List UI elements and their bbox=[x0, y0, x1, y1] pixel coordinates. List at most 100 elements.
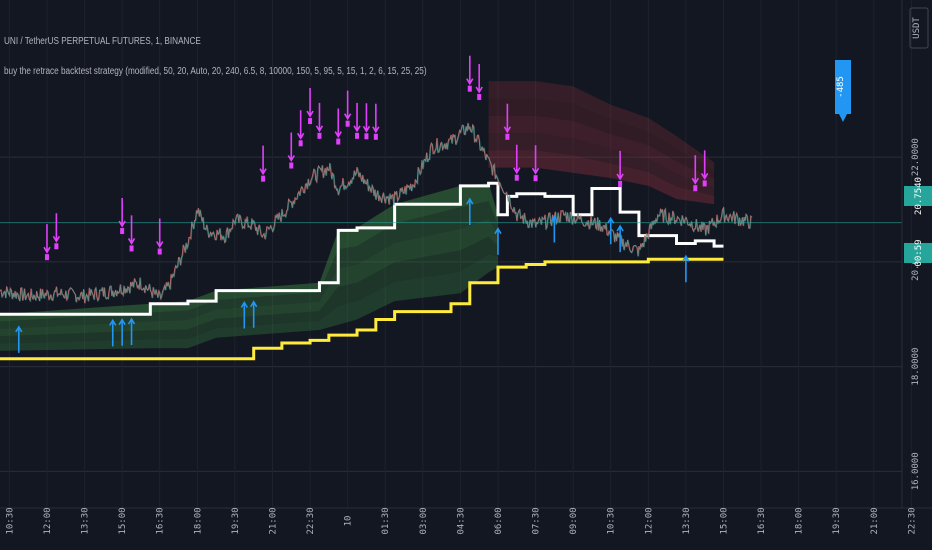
sell-arrow bbox=[43, 224, 51, 254]
secondary-tag: 00:59 bbox=[914, 239, 924, 266]
last-price-tag-bg bbox=[904, 186, 932, 206]
sell-marker bbox=[54, 243, 59, 250]
sell-arrow bbox=[52, 213, 61, 243]
green-band-layer bbox=[0, 201, 498, 329]
sell-marker bbox=[505, 133, 510, 140]
currency-box[interactable] bbox=[909, 7, 929, 49]
sell-arrow bbox=[315, 102, 324, 133]
sell-arrow bbox=[343, 90, 352, 121]
time-label: 01:30 bbox=[381, 507, 391, 534]
sell-arrow bbox=[513, 144, 521, 175]
buy-arrow bbox=[494, 227, 502, 255]
buy-arrow bbox=[616, 224, 624, 253]
sell-marker bbox=[618, 180, 623, 187]
time-label: 13:30 bbox=[682, 507, 692, 534]
time-label: 18:00 bbox=[795, 507, 805, 534]
sell-marker bbox=[345, 120, 350, 127]
sell-arrow bbox=[118, 198, 126, 228]
time-label: 16:30 bbox=[757, 507, 767, 534]
price-label: 22.0000 bbox=[911, 138, 921, 176]
sell-marker bbox=[120, 228, 125, 235]
buy-arrow bbox=[250, 300, 258, 328]
time-label: 03:00 bbox=[419, 507, 429, 534]
price-label: 16.0000 bbox=[911, 452, 921, 490]
red-band-layer bbox=[488, 115, 715, 188]
sell-marker bbox=[157, 248, 162, 255]
strategy-title[interactable]: buy the retrace backtest strategy (modif… bbox=[4, 66, 427, 77]
sell-arrow bbox=[296, 110, 305, 140]
sell-arrow bbox=[691, 155, 699, 185]
price-label: 18.0000 bbox=[911, 348, 921, 386]
sell-arrow bbox=[306, 88, 314, 118]
green-band-layer bbox=[0, 254, 498, 351]
sell-arrow bbox=[372, 103, 380, 134]
sell-marker bbox=[514, 174, 519, 181]
sell-arrow bbox=[127, 215, 136, 245]
time-label: 21:00 bbox=[268, 507, 278, 534]
sell-arrow bbox=[259, 145, 267, 176]
time-axis[interactable]: 10:30 12:00 13:30 15:00 16:30 18:00 19:30 21:00… bbox=[5, 507, 917, 534]
buy-arrow bbox=[466, 197, 474, 226]
sell-marker bbox=[298, 140, 303, 147]
green-band-layer bbox=[0, 183, 498, 322]
time-label: 15:00 bbox=[719, 507, 729, 534]
time-label: 10 bbox=[344, 516, 354, 527]
sell-marker bbox=[373, 133, 378, 140]
buy-arrow bbox=[118, 318, 126, 346]
sell-arrow bbox=[503, 103, 512, 134]
order-bubble[interactable] bbox=[835, 60, 851, 122]
red-band-layer bbox=[488, 81, 715, 171]
red-band-layer bbox=[488, 98, 715, 180]
time-label: 07:30 bbox=[532, 507, 542, 534]
buy-arrow bbox=[127, 317, 136, 346]
sell-arrow bbox=[156, 218, 164, 249]
order-bubble-label: -485 bbox=[836, 76, 846, 98]
time-label: 13:30 bbox=[81, 507, 91, 534]
sell-arrow bbox=[701, 150, 709, 180]
time-label: 12:00 bbox=[644, 507, 654, 534]
sell-marker bbox=[317, 132, 322, 139]
sell-marker bbox=[477, 94, 482, 101]
sell-marker bbox=[129, 245, 134, 252]
symbol-title[interactable]: UNI / TetherUS PERPETUAL FUTURES, 1, BIN… bbox=[4, 36, 201, 47]
sell-marker bbox=[533, 175, 538, 182]
sell-marker bbox=[355, 132, 360, 139]
time-label: 22:30 bbox=[306, 507, 316, 534]
secondary-tag-bg bbox=[904, 243, 932, 263]
time-label: 19:30 bbox=[231, 507, 241, 534]
green-band-layer bbox=[0, 236, 498, 344]
white-entry-line bbox=[0, 181, 724, 316]
buy-arrow bbox=[240, 300, 248, 329]
sell-arrow bbox=[616, 150, 624, 181]
sell-arrow bbox=[353, 102, 361, 133]
last-price-tag: 20.7540 bbox=[914, 177, 924, 215]
indicator-lines bbox=[0, 122, 902, 361]
price-line-up bbox=[0, 123, 753, 304]
sell-marker bbox=[364, 133, 369, 140]
time-label: 04:30 bbox=[456, 507, 466, 534]
time-label: 10:30 bbox=[607, 507, 617, 534]
sell-arrow bbox=[531, 145, 540, 175]
buy-arrow bbox=[607, 216, 615, 245]
buy-arrow bbox=[682, 254, 690, 283]
time-label: 19:30 bbox=[832, 507, 842, 534]
sell-marker bbox=[336, 138, 341, 145]
sell-marker bbox=[693, 185, 698, 192]
green-band-layer bbox=[0, 218, 498, 337]
time-label: 12:00 bbox=[43, 507, 53, 534]
time-label: 18:00 bbox=[193, 507, 203, 534]
sell-arrow bbox=[334, 108, 342, 139]
time-label: 15:00 bbox=[118, 507, 128, 534]
currency-label: USDT bbox=[912, 17, 922, 39]
yellow-support-line bbox=[0, 257, 724, 361]
sell-marker bbox=[261, 175, 266, 182]
red-band-layer bbox=[488, 150, 715, 205]
sell-marker bbox=[702, 180, 707, 187]
sell-arrow bbox=[466, 55, 474, 86]
sell-arrow bbox=[475, 64, 483, 94]
sell-marker bbox=[467, 85, 472, 92]
signal-bands bbox=[0, 81, 715, 351]
buy-arrow bbox=[109, 318, 117, 347]
trade-signals bbox=[15, 55, 709, 353]
